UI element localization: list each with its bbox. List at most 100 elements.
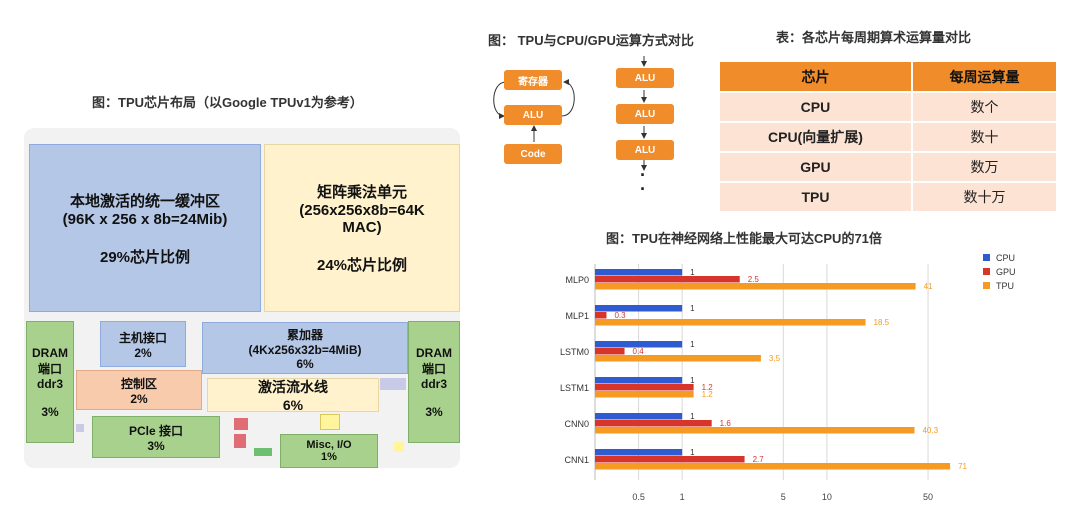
misc-io-block: Misc, I/O 1% [280, 434, 378, 468]
x-tick-label: 50 [923, 492, 933, 502]
category-label: MLP0 [565, 275, 589, 285]
decor-block [234, 418, 248, 430]
table-cell-ops: 数十 [911, 121, 1059, 152]
mmu-share: 24%芯片比例 [316, 257, 408, 274]
data-label: 0.4 [633, 347, 645, 356]
category-label: LSTM1 [560, 383, 589, 393]
chart-title: 图：TPU在神经网络上性能最大可达CPU的71倍 [606, 231, 882, 246]
acc-name: 累加器 [286, 327, 323, 342]
bar-cpu [595, 341, 683, 348]
bar-tpu [595, 319, 866, 326]
misc-share: 1% [321, 451, 337, 463]
floorplan-title: 图：TPU芯片布局（以Google TPUv1为参考） [92, 95, 363, 110]
register-box: 寄存器 [504, 70, 562, 90]
data-label: 18.5 [874, 318, 890, 327]
bar-cpu [595, 305, 683, 312]
dram-right-l2: 端口 [421, 361, 446, 376]
table-row: GPU 数万 [720, 151, 1059, 182]
ellipsis-dots: · · [640, 166, 646, 198]
bar-tpu [595, 283, 916, 290]
legend-label: TPU [996, 281, 1014, 291]
dram-right-share: 3% [425, 404, 443, 419]
unified-buffer-block: 本地激活的统一缓冲区 (96K x 256 x 8b=24Mib) 29%芯片比… [29, 144, 261, 312]
dram-right-l3: ddr3 [420, 376, 447, 391]
decor-block [254, 448, 272, 456]
activation-pipeline-block: 激活流水线 6% [207, 378, 379, 413]
bar-tpu [595, 355, 761, 362]
acc-size: (4Kx256x32b=4MiB) [248, 342, 362, 357]
table-cell-chip: TPU [720, 181, 913, 211]
code-box: Code [504, 144, 562, 164]
decor-block [76, 424, 84, 432]
alu-box-left: ALU [504, 105, 562, 125]
ctrl-share: 2% [130, 391, 148, 406]
bar-gpu [595, 456, 745, 463]
decor-block [234, 434, 246, 448]
misc-name: Misc, I/O [306, 439, 352, 451]
x-tick-label: 1 [680, 492, 685, 502]
matrix-multiply-block: 矩阵乘法单元 (256x256x8b=64K MAC) 24%芯片比例 [264, 144, 460, 312]
bar-tpu [595, 391, 694, 398]
compute-mode-diagram: 寄存器 ALU Code ALU ALU ALU · · [490, 50, 690, 220]
legend-swatch-gpu [983, 268, 990, 275]
table-cell-chip: GPU [720, 151, 913, 182]
alu-box-3: ALU [616, 140, 674, 160]
table-header-chip: 芯片 [720, 62, 913, 92]
bar-tpu [595, 463, 951, 470]
data-label: 0.3 [614, 311, 626, 320]
table-title: 表：各芯片每周期算术运算量对比 [776, 30, 972, 45]
table-cell-chip: CPU(向量扩展) [720, 121, 913, 152]
data-label: 1 [690, 376, 695, 385]
data-label: 3.5 [769, 354, 781, 363]
bar-gpu [595, 276, 740, 283]
compute-mode-title: 图： TPU与CPU/GPU运算方式对比 [488, 33, 694, 48]
decor-block [394, 442, 404, 452]
tpu-floorplan: 本地激活的统一缓冲区 (96K x 256 x 8b=24Mib) 29%芯片比… [24, 128, 460, 468]
data-label: 1.6 [720, 419, 732, 428]
table-header-ops: 每周运算量 [911, 62, 1059, 92]
bar-cpu [595, 449, 683, 456]
bar-cpu [595, 377, 683, 384]
table-header-row: 芯片 每周运算量 [720, 62, 1059, 92]
acc-share: 6% [296, 356, 314, 371]
bar-cpu [595, 413, 683, 420]
buffer-share: 29%芯片比例 [99, 248, 191, 266]
table-row: CPU 数个 [720, 91, 1059, 122]
dram-left-block: DRAM 端口 ddr3 3% [26, 321, 74, 443]
x-tick-label: 10 [822, 492, 832, 502]
data-label: 40.3 [922, 426, 938, 435]
category-label: CNN1 [564, 455, 589, 465]
diagram-arrows [493, 56, 647, 171]
mmu-name: 矩阵乘法单元 [316, 184, 407, 201]
table-cell-ops: 数个 [911, 91, 1059, 122]
dram-left-l2: 端口 [37, 361, 62, 376]
category-label: CNN0 [564, 419, 589, 429]
mmu-size: (256x256x8b=64K [299, 202, 425, 219]
ctrl-name: 控制区 [120, 376, 157, 391]
table-cell-ops: 数万 [911, 151, 1059, 182]
bar-gpu [595, 348, 625, 355]
x-tick-label: 5 [781, 492, 786, 502]
bar-gpu [595, 420, 712, 427]
data-label: 71 [958, 462, 967, 471]
host-name: 主机接口 [118, 330, 167, 345]
dram-left-l1: DRAM [32, 345, 68, 360]
bar-tpu [595, 427, 915, 434]
host-interface-block: 主机接口 2% [100, 321, 186, 367]
pcie-block: PCle 接口 3% [92, 416, 220, 458]
pcie-name: PCle 接口 [128, 423, 183, 438]
table-cell-ops: 数十万 [911, 181, 1059, 211]
legend-label: CPU [996, 253, 1015, 263]
dram-left-l3: ddr3 [36, 376, 63, 391]
ops-comparison-table: 芯片 每周运算量 CPU 数个 CPU(向量扩展) 数十 GPU 数万 TPU 数十万 [720, 62, 1059, 211]
dram-right-block: DRAM 端口 ddr3 3% [408, 321, 460, 443]
decor-block [380, 378, 406, 390]
category-label: LSTM0 [560, 347, 589, 357]
data-label: 1 [690, 340, 695, 349]
data-label: 2.7 [753, 455, 765, 464]
pipe-share: 6% [282, 397, 304, 413]
alu-box-1: ALU [616, 68, 674, 88]
decor-block [320, 414, 340, 430]
performance-chart: 0.5 1 5 10 50 MLP0 1 2.5 41 MLP1 1 0.3 18.5 LSTM0 1 0.4… [520, 240, 1080, 511]
category-label: MLP1 [565, 311, 589, 321]
